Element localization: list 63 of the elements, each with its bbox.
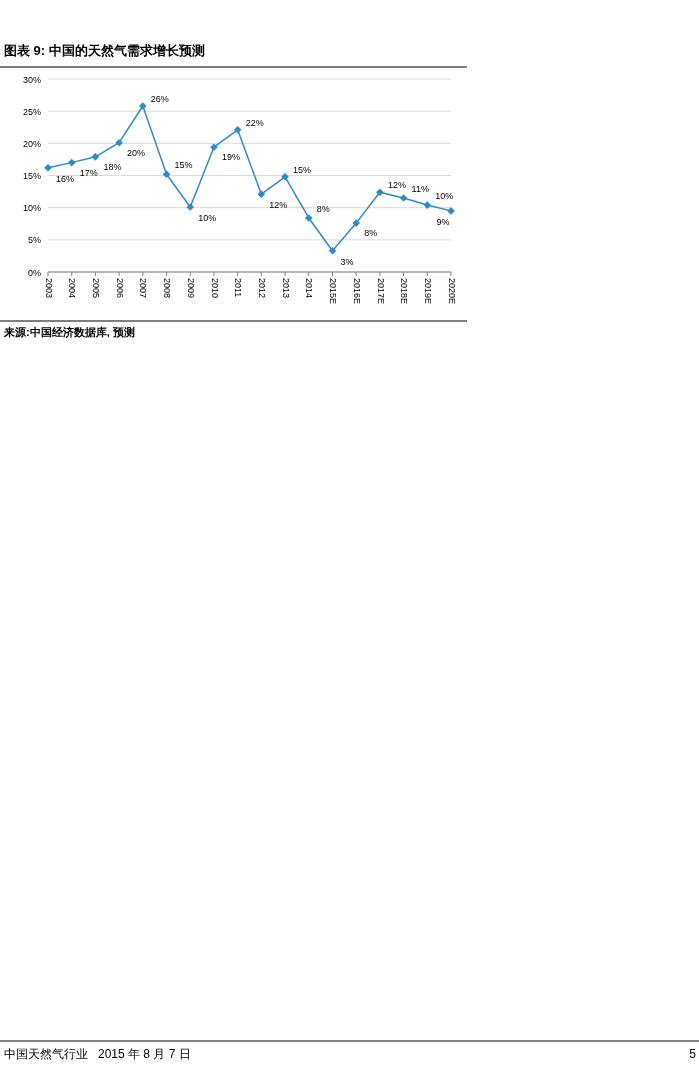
point [257,190,266,198]
point [210,143,218,151]
data-label: 9% [436,216,450,227]
x-tick-label: 2009 [185,278,196,299]
data-label: 16% [56,173,75,184]
data-label: 18% [103,161,122,172]
y-tick-label: 15% [22,171,41,181]
data-label: 10% [198,213,217,224]
x-tick-label: 2010 [209,278,220,299]
data-label: 22% [245,117,264,128]
x-tick-label: 2013 [280,278,291,299]
x-tick-label: 2008 [162,278,173,299]
y-tick-label: 20% [22,138,41,149]
source-note: 来源:中国经济数据库, 预测 [3,326,135,338]
x-tick-label: 2012 [256,278,267,299]
text: 5 [689,1047,697,1061]
y-tick-label: 10% [22,203,41,214]
text: 中国天然气行业 2015 年 8 月 7 日 [4,1047,191,1061]
point [376,188,384,197]
x-tick-label: 2006 [114,278,125,299]
x-tick-label: 2015E [328,278,339,305]
data-label: 8% [316,203,330,214]
data-label: 20% [127,147,146,158]
x-tick-label: 2011 [233,278,244,298]
x-tick-label: 2017E [375,278,386,305]
x-tick-label: 2018E [399,278,410,305]
point [233,126,242,134]
data-label: 12% [387,180,406,191]
data-label: 15% [174,160,193,171]
data-label: 15% [293,164,312,175]
point [186,203,195,211]
point [115,138,123,147]
data-label: 8% [364,228,378,239]
point [44,163,52,172]
chart-title: 图表 9: 中国的天然气需求增长预测 [4,43,205,58]
data-label: 3% [340,256,354,267]
data-label: 10% [435,191,454,202]
point [304,214,313,222]
data-label: 12% [269,200,288,211]
point [328,246,337,255]
point [423,201,432,209]
point [352,219,360,227]
x-tick-label: 2016E [351,278,362,305]
x-tick-label: 2014 [304,278,315,299]
point [399,194,408,202]
data-label: 11% [411,184,429,195]
x-tick-label: 2020E [446,278,457,305]
x-tick-label: 2003 [43,278,54,299]
point [162,170,171,179]
data-label: 17% [79,167,98,178]
point [67,158,76,167]
data-label: 26% [150,94,169,105]
x-tick-label: 2007 [138,278,149,299]
x-tick-label: 2004 [67,278,78,299]
point [91,153,100,161]
x-tick-label: 2019E [422,278,433,305]
data-label: 19% [221,152,240,163]
y-tick-label: 0% [27,267,41,278]
y-tick-label: 30% [22,74,41,85]
y-tick-label: 5% [27,235,41,246]
point [281,172,289,181]
y-tick-label: 25% [22,106,41,117]
x-tick-label: 2005 [91,278,102,299]
